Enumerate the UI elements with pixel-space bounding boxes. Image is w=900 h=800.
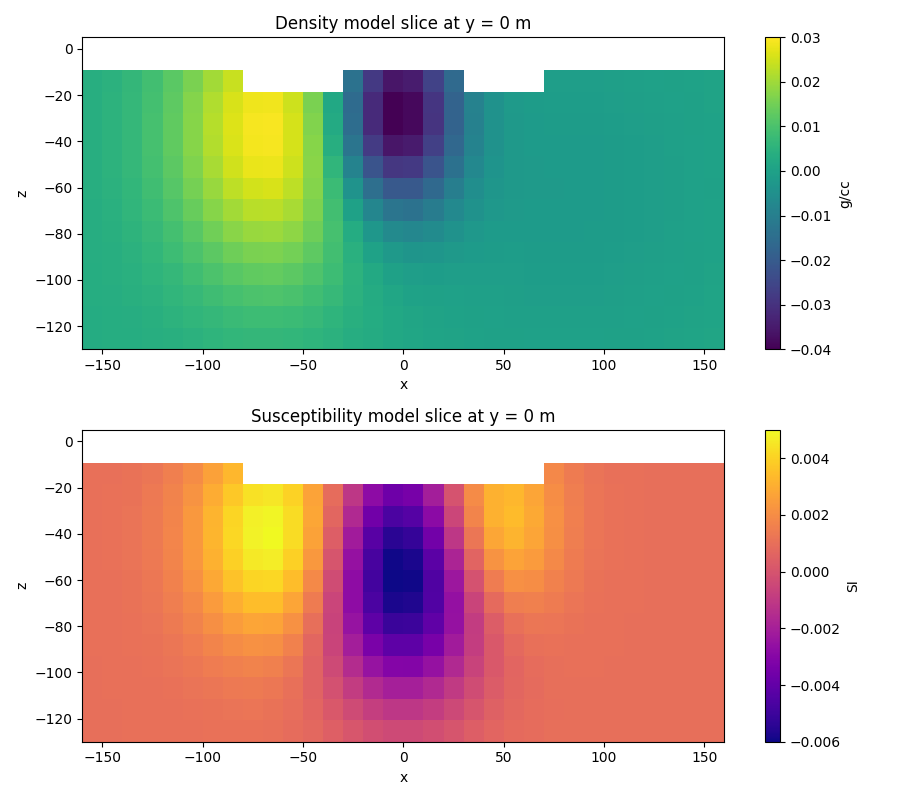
Y-axis label: z: z [15, 190, 29, 197]
Y-axis label: SI: SI [847, 579, 860, 592]
Title: Density model slice at y = 0 m: Density model slice at y = 0 m [275, 15, 532, 33]
Y-axis label: z: z [15, 582, 29, 590]
X-axis label: x: x [400, 771, 408, 785]
Title: Susceptibility model slice at y = 0 m: Susceptibility model slice at y = 0 m [251, 407, 555, 426]
X-axis label: x: x [400, 378, 408, 393]
Y-axis label: g/cc: g/cc [838, 179, 851, 208]
